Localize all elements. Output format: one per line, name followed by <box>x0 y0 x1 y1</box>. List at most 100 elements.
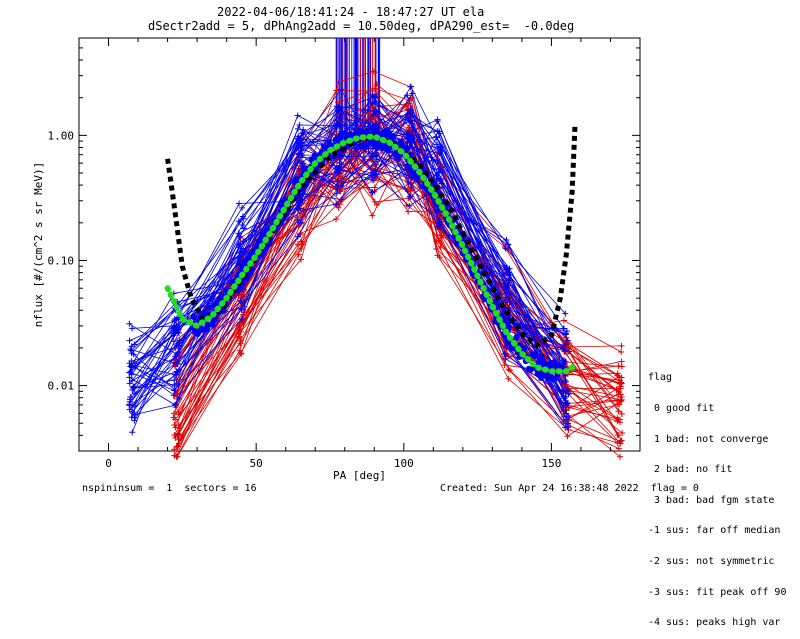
data-marker <box>333 216 340 223</box>
data-marker <box>171 383 178 390</box>
data-marker <box>615 391 622 398</box>
data-marker <box>434 175 441 182</box>
data-marker <box>560 393 567 400</box>
flag-legend: flag 0 good fit 1 bad: not converge 2 ba… <box>648 353 786 639</box>
data-marker <box>434 116 441 123</box>
legend-item: 3 bad: bad fgm state <box>648 494 775 506</box>
data-marker <box>300 206 307 213</box>
data-marker <box>405 117 412 124</box>
data-marker <box>237 298 244 305</box>
data-marker <box>373 202 380 209</box>
data-point <box>525 365 532 372</box>
data-marker <box>172 424 179 431</box>
data-marker <box>295 251 302 258</box>
data-marker <box>126 320 133 327</box>
data-marker <box>175 432 182 439</box>
data-marker <box>614 370 621 377</box>
data-marker <box>407 133 414 140</box>
data-marker <box>436 224 443 231</box>
x-axis-label: PA [deg] <box>333 469 386 482</box>
data-marker <box>336 159 343 166</box>
data-point <box>202 325 209 332</box>
legend-item: 1 bad: not converge <box>648 433 769 445</box>
data-marker <box>235 244 242 251</box>
data-marker <box>371 98 378 105</box>
data-marker <box>333 123 340 130</box>
spectrum-trace <box>131 95 567 354</box>
data-marker <box>294 233 301 240</box>
data-point <box>521 346 528 353</box>
legend-item: 2 bad: no fit <box>648 464 733 476</box>
data-marker <box>505 282 512 289</box>
data-marker <box>564 424 571 431</box>
data-marker <box>369 177 376 184</box>
data-point <box>394 153 401 160</box>
legend-item: -4 sus: peaks high var <box>648 617 781 629</box>
data-marker <box>506 294 513 301</box>
data-marker <box>560 317 567 324</box>
data-marker <box>619 430 626 437</box>
data-marker <box>239 204 246 211</box>
data-marker <box>126 380 133 387</box>
spectrum-trace <box>131 138 565 363</box>
data-marker <box>334 178 341 185</box>
data-point <box>372 129 379 136</box>
data-marker <box>297 198 304 205</box>
data-marker <box>618 410 625 417</box>
data-marker <box>505 366 512 373</box>
data-marker <box>239 221 246 228</box>
data-marker <box>565 420 572 427</box>
data-marker <box>434 141 440 148</box>
data-marker <box>562 331 569 338</box>
data-marker <box>502 297 509 304</box>
data-marker <box>171 452 178 459</box>
data-marker <box>294 206 301 213</box>
data-marker <box>618 397 625 404</box>
data-point <box>311 152 318 159</box>
data-point <box>379 130 386 137</box>
data-marker <box>237 256 244 263</box>
data-marker <box>371 107 378 114</box>
data-marker <box>129 325 136 332</box>
data-point <box>209 321 216 328</box>
y-tick-label: 1.00 <box>48 129 75 142</box>
data-marker <box>406 139 413 146</box>
spectrum-trace <box>134 142 569 424</box>
legend-item: -3 sus: fit peak off 90 <box>648 586 787 598</box>
data-marker <box>175 349 182 356</box>
data-point <box>190 313 197 320</box>
data-marker <box>372 149 379 156</box>
data-marker <box>335 204 342 211</box>
data-marker <box>334 186 341 193</box>
data-marker <box>438 218 445 225</box>
data-marker <box>131 411 138 418</box>
data-marker <box>337 106 344 113</box>
data-marker <box>370 104 377 111</box>
data-marker <box>618 374 625 381</box>
data-marker <box>370 170 377 177</box>
data-marker <box>299 142 306 149</box>
data-point <box>197 326 204 333</box>
data-marker <box>369 212 376 219</box>
data-marker <box>236 327 243 334</box>
data-marker <box>237 350 244 357</box>
footer-left: nspininsum = 1 sectors = 16 <box>82 483 257 494</box>
data-point <box>222 287 229 294</box>
data-marker <box>171 377 178 384</box>
plot-frame <box>78 37 641 452</box>
data-marker <box>338 183 345 190</box>
spectrum-trace <box>173 137 620 450</box>
data-point <box>326 140 333 147</box>
data-marker <box>616 419 623 426</box>
data-marker <box>338 86 345 93</box>
data-point <box>531 352 538 359</box>
data-marker <box>436 130 443 137</box>
y-tick-label: 0.01 <box>48 380 75 393</box>
data-marker <box>126 337 133 344</box>
data-marker <box>294 135 301 142</box>
data-marker <box>406 202 413 209</box>
data-marker <box>404 92 411 99</box>
data-marker <box>241 303 248 310</box>
data-marker <box>295 150 302 157</box>
data-marker <box>618 380 625 387</box>
